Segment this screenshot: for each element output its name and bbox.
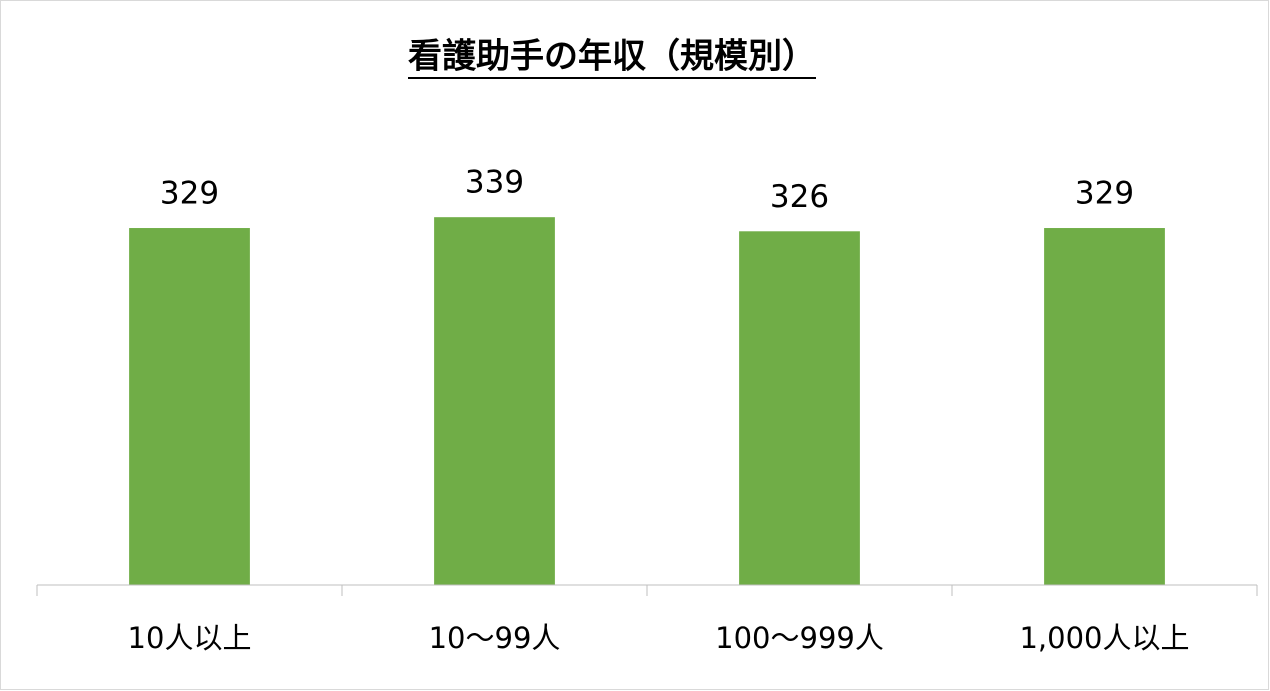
x-tick-label: 1,000人以上 xyxy=(1019,621,1189,655)
bar xyxy=(129,228,250,585)
bar xyxy=(739,231,860,586)
bar xyxy=(434,217,555,585)
data-label: 329 xyxy=(160,176,219,212)
x-tick-label: 10～99人 xyxy=(429,621,561,655)
chart-title: 看護助手の年収（規模別） xyxy=(408,37,816,77)
x-tick-label: 100～999人 xyxy=(715,621,884,655)
data-label: 329 xyxy=(1075,176,1134,212)
data-label: 326 xyxy=(770,179,829,215)
bar xyxy=(1044,228,1165,585)
x-tick-label: 10人以上 xyxy=(128,621,252,655)
data-label: 339 xyxy=(465,165,524,201)
